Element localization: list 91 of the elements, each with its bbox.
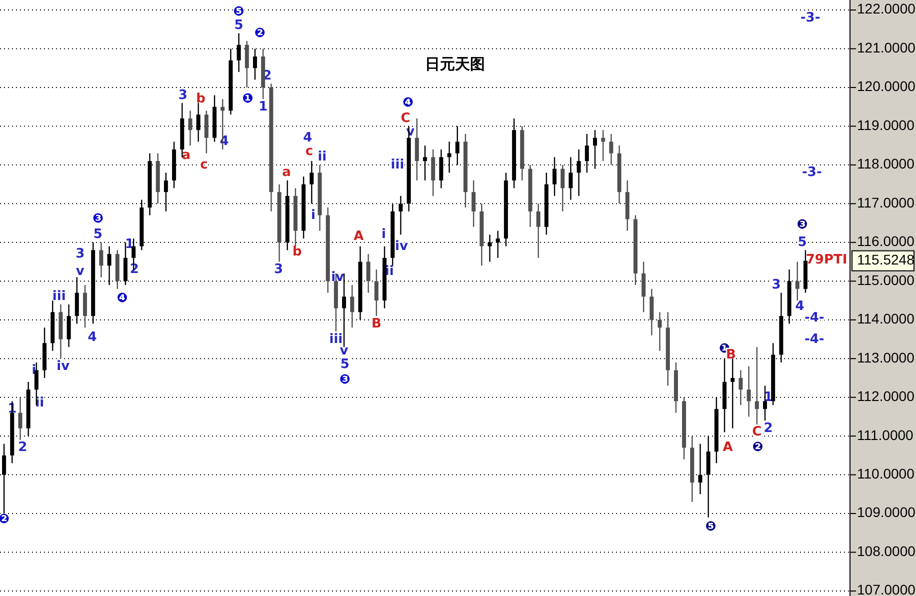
candlestick — [746, 366, 751, 418]
candlestick — [795, 261, 800, 302]
annotation: -3- — [800, 10, 820, 26]
y-tick-label: 115.0000 — [857, 272, 915, 288]
annotation: 5 — [234, 18, 244, 34]
candlestick — [374, 268, 378, 317]
annotation: iv — [56, 358, 70, 374]
annotation: a — [182, 148, 191, 163]
annotation: iv — [395, 238, 409, 254]
annotation: ❺ — [705, 520, 716, 535]
annotation: C — [400, 111, 410, 126]
annotation: c — [200, 157, 208, 172]
candlestick — [609, 133, 614, 166]
annotation: ❸ — [796, 218, 808, 233]
y-tick-label: 116.0000 — [857, 233, 915, 250]
y-tick-label: 108.0000 — [857, 542, 916, 559]
y-tick-label: 109.0000 — [857, 504, 916, 520]
annotation: 3 — [178, 88, 188, 103]
annotation: 2 — [18, 440, 28, 456]
candlestick — [204, 110, 208, 154]
y-tick-label: 114.0000 — [857, 310, 915, 327]
candlestick — [244, 40, 249, 88]
y-tick-label: 118.0000 — [857, 156, 915, 172]
candlestick — [658, 312, 662, 352]
annotation: 3 — [274, 262, 283, 278]
text: 日元天图 — [425, 55, 485, 74]
annotation: ❷ — [254, 26, 266, 41]
annotation: 3 — [772, 278, 781, 293]
annotation: 4 — [303, 130, 312, 146]
annotation: ❹ — [402, 96, 414, 111]
annotation: -4- — [804, 310, 824, 326]
annotation: 1 — [125, 236, 134, 252]
annotation: c — [305, 144, 314, 159]
annotation: ❸ — [339, 372, 350, 388]
annotation: a — [282, 165, 291, 180]
y-tick-label: 120.0000 — [857, 78, 916, 94]
y-tick-label: 122.0000 — [857, 0, 916, 17]
annotation: 79PTI — [806, 252, 848, 268]
annotation: 1 — [258, 99, 268, 114]
annotation: ❹ — [116, 291, 128, 306]
annotation: A — [354, 229, 364, 244]
annotation: v — [76, 264, 85, 280]
candlestick — [560, 164, 565, 212]
y-tick-label: 111.0000 — [857, 426, 914, 443]
annotation: ii — [318, 150, 327, 165]
candlestick — [366, 253, 370, 294]
annotation: 2 — [764, 420, 773, 436]
annotation: 5 — [798, 234, 807, 250]
y-tick-label: 112.0000 — [857, 388, 915, 404]
annotation: -4- — [804, 332, 824, 347]
annotation: ❺ — [233, 4, 244, 20]
annotation: 3 — [76, 246, 85, 262]
annotation: b — [292, 244, 302, 260]
annotation: A — [722, 440, 733, 456]
y-tick-label: 117.0000 — [857, 194, 915, 210]
candlestick — [350, 284, 354, 328]
y-tick-label: 113.0000 — [857, 349, 915, 366]
annotation: 5 — [340, 356, 350, 372]
annotation: i — [311, 208, 316, 223]
candlestick — [730, 358, 735, 429]
candlestick — [754, 346, 759, 426]
candlestick — [601, 129, 606, 162]
annotation: b — [196, 92, 206, 107]
annotation: 4 — [88, 330, 97, 345]
y-tick-label: 121.0000 — [857, 39, 916, 56]
annotation: ❸ — [92, 212, 104, 227]
y-tick-label: 107.0000 — [857, 582, 916, 596]
annotation: ❶ — [242, 92, 254, 107]
annotation: C — [752, 424, 762, 440]
candlestick — [642, 261, 646, 313]
candlestick — [472, 180, 476, 228]
candlestick — [99, 242, 104, 278]
y-tick-label: 119.0000 — [857, 116, 915, 133]
candlestick — [83, 284, 87, 328]
candlestick — [738, 370, 743, 406]
candlestick — [650, 288, 654, 336]
candlestick — [18, 396, 22, 441]
annotation: 5 — [93, 227, 102, 242]
annotation: i — [381, 227, 386, 242]
y-tick-label: 110.0000 — [857, 466, 915, 482]
candlestick — [188, 110, 192, 146]
candlestick — [536, 203, 540, 258]
annotation: B — [371, 316, 382, 332]
annotation: -3- — [802, 165, 822, 180]
annotation: ❷ — [752, 440, 764, 456]
annotation: iii — [390, 157, 404, 172]
annotation: iii — [52, 289, 66, 304]
text: 115.5248 — [857, 252, 915, 268]
candlestick — [414, 118, 419, 182]
candlestick — [431, 148, 436, 197]
annotation: 4 — [795, 298, 804, 314]
